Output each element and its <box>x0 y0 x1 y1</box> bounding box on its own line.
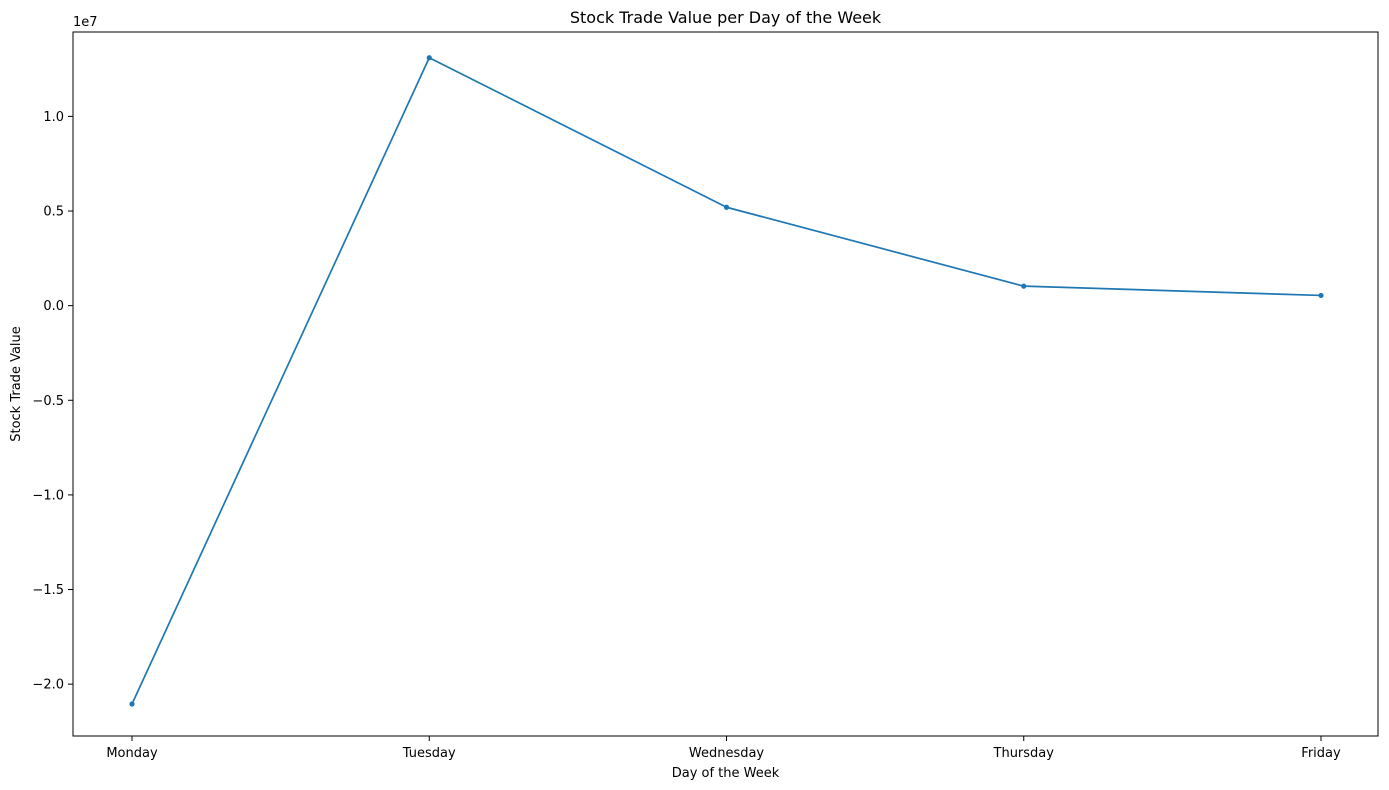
axes-frame <box>72 31 1379 737</box>
x-axis-ticks: Monday Tuesday Wednesday Thursday Friday <box>106 736 1341 761</box>
y-tick-label: 1.0 <box>43 110 64 125</box>
data-point-marker <box>129 701 135 707</box>
y-tick-label: −1.5 <box>32 583 64 598</box>
y-tick-label: 0.5 <box>43 205 64 220</box>
y-tick-label: 0.0 <box>43 299 64 314</box>
data-point-marker <box>1021 283 1027 289</box>
y-tick-label: −0.5 <box>32 394 64 409</box>
y-axis-ticks: −2.0 −1.5 −1.0 −0.5 0.0 0.5 1.0 <box>32 110 73 693</box>
data-point-marker <box>723 204 730 210</box>
chart-title: Stock Trade Value per Day of the Week <box>570 8 882 27</box>
x-tick-label: Monday <box>106 746 158 761</box>
x-tick-label: Wednesday <box>689 746 765 761</box>
data-point-marker <box>1318 292 1324 299</box>
y-tick-label: −2.0 <box>32 678 64 693</box>
y-tick-label: −1.0 <box>32 488 64 503</box>
data-point-marker <box>426 55 432 61</box>
series-line <box>131 56 1322 705</box>
x-tick-label: Thursday <box>993 746 1055 761</box>
series-layer <box>129 55 1324 707</box>
x-axis-label: Day of the Week <box>672 766 780 781</box>
x-tick-label: Tuesday <box>402 746 456 761</box>
x-tick-label: Friday <box>1301 746 1341 761</box>
y-axis-offset-label: 1e7 <box>73 15 98 30</box>
plot-area-border <box>72 31 1379 737</box>
y-axis-label: Stock Trade Value <box>9 326 24 442</box>
